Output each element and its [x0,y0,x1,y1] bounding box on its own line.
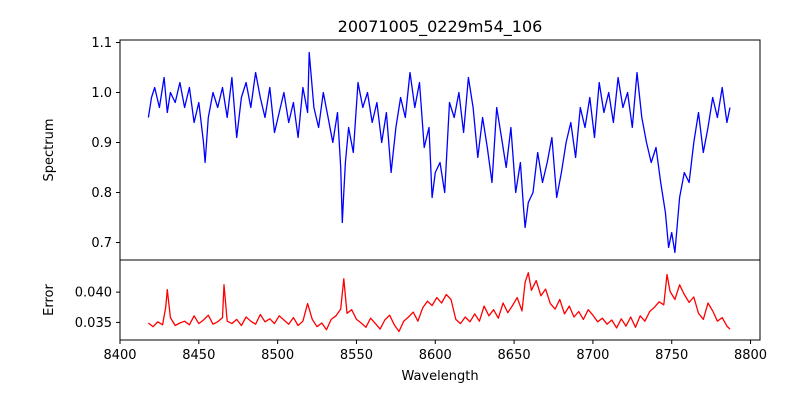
spectrum-y-tick-label: 0.9 [91,136,112,151]
chart-title: 20071005_0229m54_106 [338,17,543,37]
x-axis-label: Wavelength [401,369,478,384]
error-plot-frame [119,259,761,341]
spectrum-y-tick-label: 0.7 [91,236,112,251]
x-tick-label: 8550 [340,348,373,363]
spectrum-y-label: Spectrum [42,119,57,182]
x-tick-label: 8650 [498,348,531,363]
error-x-axis: 8400 8450 8500 8550 8600 8650 8700 8750 8800 [103,340,767,363]
error-y-axis: 0.035 0.040 [75,286,120,331]
error-line [147,272,731,333]
error-y-label: Error [42,284,57,316]
spectrum-panel: 0.7 0.8 0.9 1.0 1.1 Spectrum [42,36,761,261]
x-tick-label: 8750 [655,348,688,363]
x-tick-label: 8450 [182,348,215,363]
x-tick-label: 8400 [103,348,136,363]
x-tick-label: 8700 [576,348,609,363]
error-y-tick-label: 0.035 [75,316,112,331]
spectrum-line [147,51,731,254]
x-tick-label: 8600 [419,348,452,363]
spectrum-y-tick-label: 1.0 [91,86,112,101]
spectrum-y-tick-label: 1.1 [91,36,112,51]
error-y-tick-label: 0.040 [75,286,112,301]
spectrum-y-axis: 0.7 0.8 0.9 1.0 1.1 [91,36,120,251]
x-tick-label: 8800 [734,348,767,363]
x-tick-label: 8500 [261,348,294,363]
spectrum-y-tick-label: 0.8 [91,186,112,201]
